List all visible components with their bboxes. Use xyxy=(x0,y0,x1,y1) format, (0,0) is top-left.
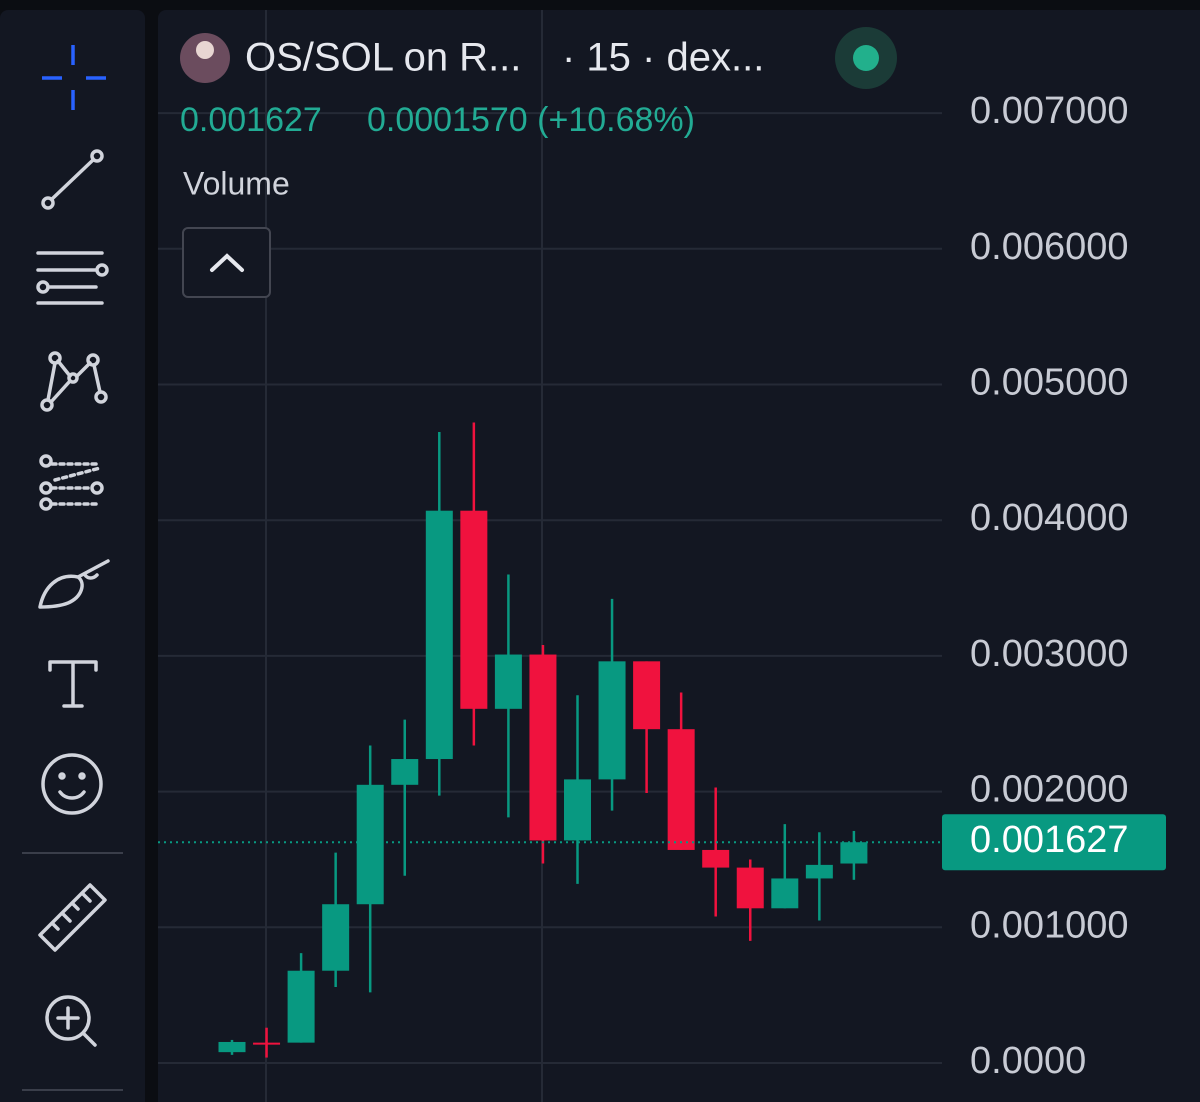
current-price-label: 0.001627 xyxy=(970,819,1129,861)
last-price: 0.001627 xyxy=(180,101,322,139)
fib-tool[interactable] xyxy=(36,251,109,305)
candle-body xyxy=(391,759,419,785)
candle-body xyxy=(598,661,626,780)
candle-body xyxy=(460,510,488,709)
collapse-button[interactable] xyxy=(182,227,271,298)
candle-body xyxy=(287,970,315,1043)
y-tick-label: 0.004000 xyxy=(970,497,1129,539)
candle-body xyxy=(633,661,661,730)
candle-body xyxy=(667,729,695,850)
y-tick-label: 0.005000 xyxy=(970,362,1129,404)
chart-panel xyxy=(158,10,1200,1102)
price-change: 0.0001570 (+10.68%) xyxy=(367,101,695,139)
candle-body xyxy=(218,1041,246,1053)
candle-body xyxy=(840,842,868,864)
toolbar xyxy=(0,10,145,1102)
candle-body xyxy=(702,849,730,868)
y-tick-label: 0.002000 xyxy=(970,769,1129,811)
symbol-subtitle: · 15 · dex... xyxy=(562,36,764,80)
candle-body xyxy=(425,510,453,760)
candle-body xyxy=(564,779,591,841)
candle-body xyxy=(805,864,833,879)
candle-body xyxy=(529,654,557,841)
y-tick-label: 0.007000 xyxy=(970,90,1129,132)
text-tool[interactable] xyxy=(48,660,98,708)
chevron-up xyxy=(210,253,244,272)
current-price-box xyxy=(942,814,1166,871)
candle-body xyxy=(736,867,764,909)
y-tick-label: 0.003000 xyxy=(970,633,1129,675)
emoji-tool[interactable] xyxy=(41,753,103,815)
candle-body xyxy=(253,1042,281,1045)
candle-body xyxy=(494,654,522,709)
ruler-tool[interactable] xyxy=(38,883,107,952)
candle-body xyxy=(771,878,799,909)
prediction-tool[interactable] xyxy=(39,454,104,511)
crosshair-tool[interactable] xyxy=(42,45,106,110)
status-dot xyxy=(853,45,879,71)
symbol-title: OS/SOL on R... xyxy=(245,36,521,80)
candle-body xyxy=(356,784,384,905)
candle-body xyxy=(322,904,350,971)
volume-label: Volume xyxy=(183,165,290,201)
zoom-tool[interactable] xyxy=(45,995,97,1047)
pattern-tool[interactable] xyxy=(40,351,108,412)
trend-line-tool[interactable] xyxy=(41,149,104,210)
y-tick-label: 0.0000 xyxy=(970,1040,1086,1082)
brush-tool[interactable] xyxy=(38,559,110,609)
y-tick-label: 0.001000 xyxy=(970,904,1129,946)
avatar xyxy=(196,41,214,59)
y-tick-label: 0.006000 xyxy=(970,226,1129,268)
